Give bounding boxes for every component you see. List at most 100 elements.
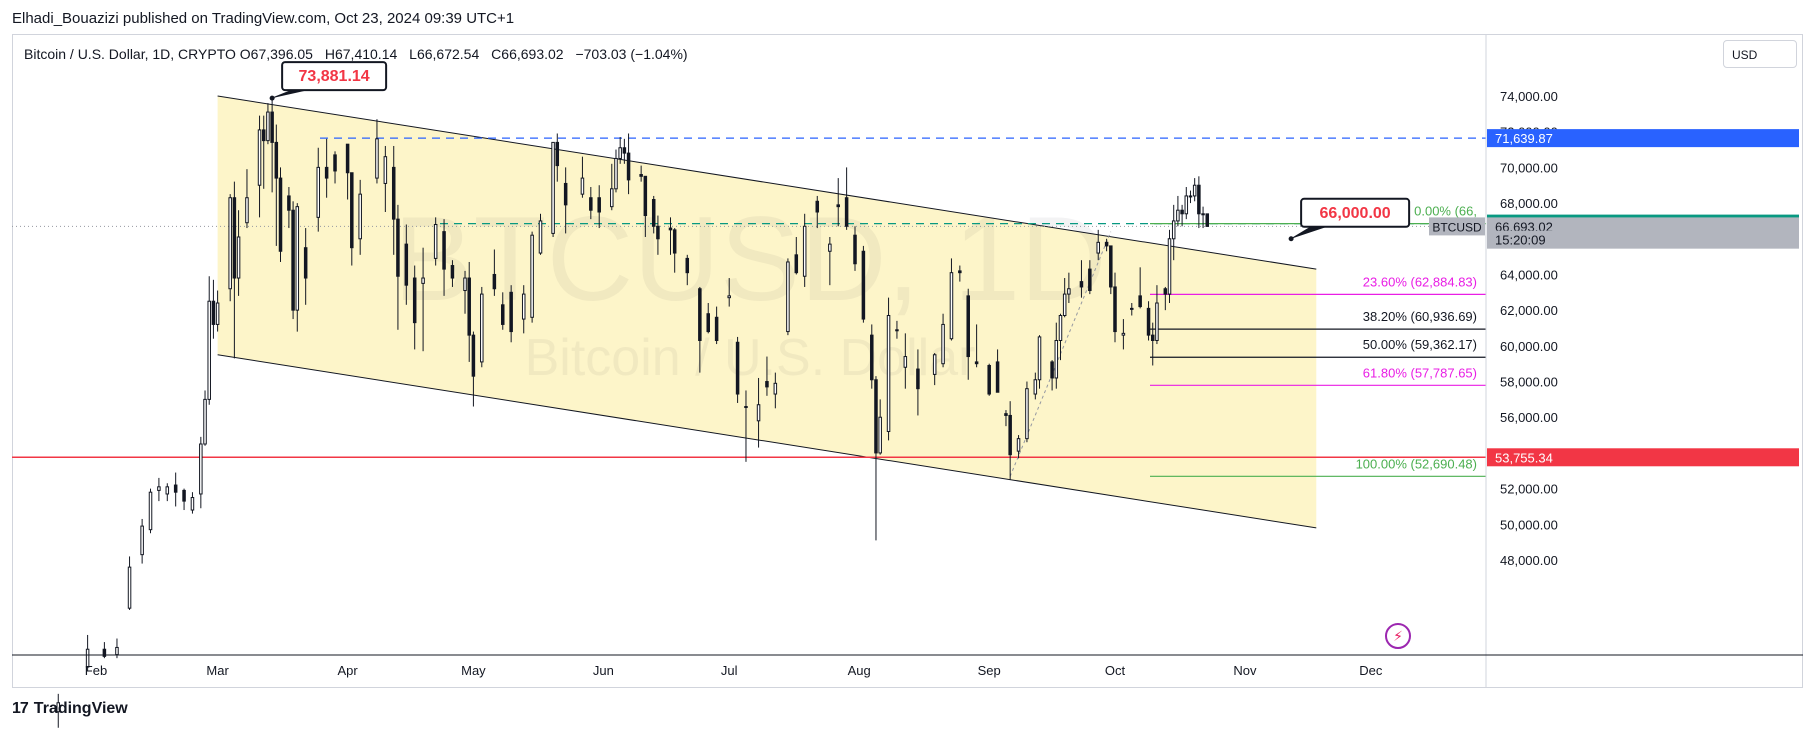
candle-body (651, 199, 656, 227)
candle-body (278, 177, 283, 252)
candle-body (614, 157, 618, 190)
candle-body (714, 316, 719, 341)
candle-body (551, 141, 555, 234)
currency-button[interactable]: USD (1723, 40, 1797, 68)
candle-body (1016, 438, 1021, 452)
descending-channel-fill (217, 96, 1317, 528)
price-axis-tag-text: 53,755.34 (1495, 450, 1553, 465)
candle-body (1058, 315, 1063, 341)
candle-body (1113, 286, 1117, 333)
watermark-ticker: BTCUSD, 1D (393, 192, 1106, 326)
candle-body (802, 225, 807, 277)
candle-body (287, 195, 291, 211)
candle-body (375, 138, 379, 179)
candle-body (1109, 245, 1113, 288)
candle-body (157, 486, 161, 491)
candle-body (358, 193, 362, 240)
time-tick-label: Apr (337, 663, 358, 678)
candle-body (987, 364, 991, 395)
legend-high-label: H (324, 46, 335, 62)
time-tick-label: May (461, 663, 486, 678)
candle-body (421, 277, 425, 284)
tradingview-logo-icon: 17 (12, 700, 29, 717)
candle-body (442, 231, 446, 270)
fib-level-label: 23.60% (62,884.83) (1363, 274, 1477, 289)
candle-body (450, 265, 455, 279)
candle-body (492, 273, 497, 290)
candle-body (1067, 288, 1071, 295)
candle-body (622, 147, 627, 154)
candle-body (228, 197, 232, 290)
price-axis-tag (1487, 129, 1799, 148)
price-axis-tag-text: 66,693.02 (1495, 219, 1553, 234)
candle-body (698, 288, 702, 341)
candle-body (794, 254, 799, 274)
candle-body (643, 175, 648, 217)
candle-body (815, 200, 820, 213)
candle-body (324, 166, 329, 179)
candle-body (1188, 195, 1193, 198)
ohlc-legend: Bitcoin / U.S. Dollar, 1D, CRYPTO O67,39… (24, 46, 688, 62)
price-tick-label: 52,000.00 (1500, 482, 1558, 497)
footer-brand-label: TradingView (33, 700, 128, 717)
candle-body (345, 143, 350, 174)
price-tick-label: 62,000.00 (1500, 303, 1558, 318)
candle-body (853, 234, 857, 265)
candle-body (333, 154, 337, 172)
legend-low-label: L (409, 46, 417, 62)
legend-close-value: 66,693.02 (501, 46, 564, 62)
candle-body (555, 141, 560, 167)
candle-body (958, 270, 962, 274)
symbol-tag (1429, 217, 1485, 236)
candle-body (1121, 332, 1126, 336)
candle-body (870, 334, 874, 381)
price-tick-label: 48,000.00 (1500, 553, 1558, 568)
candle-body (232, 197, 237, 279)
price-tick-label: 74,000.00 (1500, 89, 1558, 104)
candle-body (735, 341, 740, 395)
candle-body (56, 702, 61, 713)
channel-lower-line (217, 354, 1317, 529)
chart-frame (12, 34, 1803, 688)
time-tick-label: Oct (1105, 663, 1126, 678)
price-tick-label: 58,000.00 (1500, 375, 1558, 390)
published-line: Elhadi_Bouazizi published on TradingView… (12, 10, 515, 27)
price-tick-label: 50,000.00 (1500, 517, 1558, 532)
candle-body (1167, 238, 1172, 295)
candle-body (580, 177, 585, 195)
candle-body (773, 382, 778, 395)
legend-symbol: Bitcoin / U.S. Dollar, 1D, CRYPTO (24, 46, 236, 62)
candle-body (563, 182, 568, 206)
candle-body (1192, 184, 1197, 197)
candle-body (295, 206, 300, 311)
candle-body (391, 166, 396, 220)
candle-body (433, 223, 438, 259)
candle-body (412, 277, 417, 324)
candle-body (895, 329, 899, 332)
candle-body (765, 381, 769, 388)
candle-body (1033, 379, 1038, 395)
candle-body (140, 525, 144, 556)
candle-body (1205, 213, 1210, 227)
candle-body (949, 272, 954, 340)
legend-open-value: 67,396.05 (250, 46, 313, 62)
candle-body (383, 156, 388, 184)
candle-body (266, 111, 270, 142)
time-tick-label: Jun (593, 663, 614, 678)
price-tick-label: 68,000.00 (1500, 196, 1558, 211)
candle-body (211, 300, 216, 325)
candle-body (966, 295, 970, 358)
candle-body (316, 166, 321, 218)
candle-body (932, 354, 937, 375)
candle-body (480, 293, 484, 363)
candle-body (501, 304, 505, 325)
candle-body (1062, 293, 1067, 317)
channel-upper-line (217, 95, 1317, 270)
fib-level-label: 100.00% (52,690.48) (1356, 456, 1477, 471)
candle-body (1146, 307, 1151, 336)
footer-brand[interactable]: 17 TradingView (12, 700, 128, 718)
lightning-icon (1385, 623, 1411, 649)
candle-body (538, 220, 543, 254)
candle-body (85, 648, 90, 668)
